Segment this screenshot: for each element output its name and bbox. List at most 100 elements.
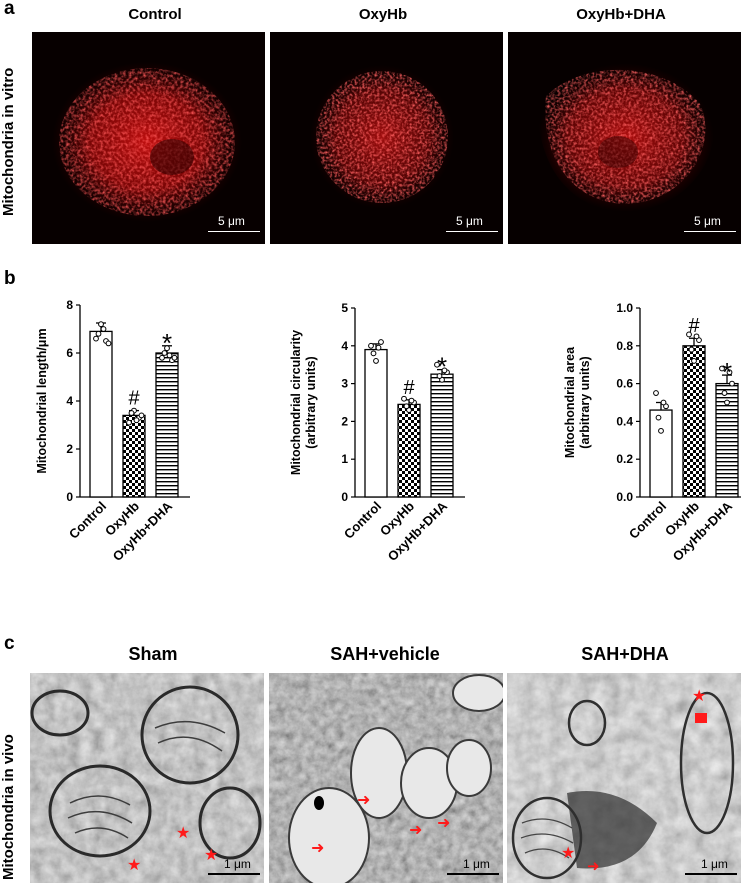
panel-a-title-oxyhb: OxyHb [358, 6, 408, 23]
data-point [688, 346, 695, 353]
data-point [655, 414, 662, 421]
data-point [724, 399, 730, 406]
y-tick-label: 1.0 [616, 301, 633, 315]
tem-image-sah-dha: ★ ★ ➜ 1 μm [507, 673, 741, 883]
data-point [660, 399, 667, 406]
data-point [693, 333, 700, 340]
panel-a-title-control: Control [128, 6, 182, 23]
y-tick-label: 0.2 [616, 452, 633, 466]
data-point [164, 345, 170, 352]
panel-letter-c: c [4, 633, 15, 654]
bar-oxyhb [682, 345, 706, 498]
panel-letter-b: b [4, 268, 16, 289]
y-tick-label: 4 [66, 394, 73, 408]
scale-label-c-sah-vehicle: 1 μm [463, 857, 490, 871]
data-point [95, 330, 102, 337]
bar-oxyhb-dha [715, 382, 739, 498]
bar-control [89, 330, 113, 498]
x-tick-label: Control [341, 499, 384, 542]
scale-line-c-sah-vehicle [447, 873, 499, 875]
data-point [100, 326, 107, 332]
arrow-marker-icon: ➜ [357, 792, 371, 809]
significance-marker: * [162, 328, 172, 358]
data-point [373, 358, 379, 364]
panel-letter-a: a [4, 0, 15, 19]
data-point [434, 361, 440, 368]
y-axis-label: Mitochondrial length/μm [35, 328, 49, 473]
significance-marker: # [128, 388, 140, 410]
data-point [105, 340, 112, 347]
y-tick-label: 6 [66, 346, 73, 360]
significance-marker: * [722, 357, 732, 387]
y-tick-label: 2 [341, 414, 348, 428]
data-point [721, 390, 728, 396]
y-tick-label: 5 [341, 301, 348, 315]
data-point [161, 350, 168, 356]
y-tick-label: 3 [341, 377, 348, 391]
y-tick-label: 0 [66, 490, 73, 504]
data-point [691, 358, 697, 364]
y-tick-label: 0 [341, 490, 348, 504]
data-point [441, 367, 448, 374]
bar-oxyhb-dha [155, 352, 179, 498]
data-point [93, 335, 99, 342]
tem-image-sham: ★ ★ ★ 1 μm [30, 673, 264, 883]
data-point [401, 395, 407, 402]
data-point [378, 339, 384, 345]
data-point [686, 331, 692, 338]
star-marker-icon: ★ [204, 847, 219, 864]
significance-marker: # [403, 377, 415, 399]
data-point [133, 417, 140, 424]
star-marker-icon: ★ [561, 845, 576, 862]
panel-c-title-sah-dha: SAH+DHA [581, 644, 669, 664]
star-marker-icon: ★ [692, 688, 707, 705]
y-tick-label: 2 [66, 442, 73, 456]
scale-label-a-oxyhb-dha: 5 μm [694, 214, 721, 228]
data-point [403, 403, 410, 410]
scale-line-c-sham [208, 873, 260, 875]
data-point [719, 365, 725, 372]
data-point [436, 373, 443, 379]
bar-oxyhb [397, 403, 421, 498]
significance-marker: # [688, 315, 700, 337]
data-point [126, 419, 132, 426]
y-tick-label: 0.4 [616, 414, 633, 428]
bar-oxyhb [122, 414, 146, 498]
star-marker-icon: ★ [127, 857, 142, 874]
bar-chart-circularity: 0 1 2 3 4 5 Mitochondrial circularity(arbitrar… [289, 301, 465, 564]
data-point [368, 342, 374, 349]
scale-label-c-sah-dha: 1 μm [701, 857, 728, 871]
data-point [408, 397, 415, 404]
panel-a-title-oxyhb-dha: OxyHb+DHA [576, 6, 666, 23]
data-point [375, 344, 382, 351]
bar-oxyhb-dha [430, 373, 454, 498]
data-point [98, 321, 104, 328]
data-point [159, 354, 165, 361]
scale-line-a-oxyhb-dha [684, 231, 736, 232]
y-tick-label: 8 [66, 298, 73, 312]
arrow-marker-icon: ➜ [409, 822, 423, 839]
data-point [171, 354, 178, 361]
data-point [726, 369, 733, 376]
fluorescence-image-oxyhb-dha: 5 μm [508, 32, 741, 244]
panel-c-title-sham: Sham [128, 644, 178, 664]
panel-c-row-label: Mitochondria in vivo [0, 734, 17, 880]
scale-label-a-control: 5 μm [218, 214, 245, 228]
x-tick-label: Control [66, 499, 109, 542]
y-tick-label: 4 [341, 339, 348, 353]
y-tick-label: 0.6 [616, 377, 633, 391]
data-point [138, 412, 145, 419]
scale-label-a-oxyhb: 5 μm [456, 214, 483, 228]
tem-image-sah-vehicle: ➜ ➜ ➜ ➜ 1 μm [269, 673, 503, 883]
bar-control [364, 348, 388, 498]
y-axis-label: Mitochondrial area(arbitrary units) [563, 346, 592, 458]
data-point [166, 352, 173, 359]
significance-marker: * [437, 352, 447, 382]
data-point [729, 380, 735, 387]
y-tick-label: 0.0 [616, 490, 633, 504]
arrow-marker-icon: ➜ [437, 815, 451, 832]
scale-line-c-sah-dha [685, 873, 737, 875]
fluorescence-image-control: 5 μm [32, 32, 265, 244]
fluorescence-image-oxyhb: 5 μm [270, 32, 503, 244]
